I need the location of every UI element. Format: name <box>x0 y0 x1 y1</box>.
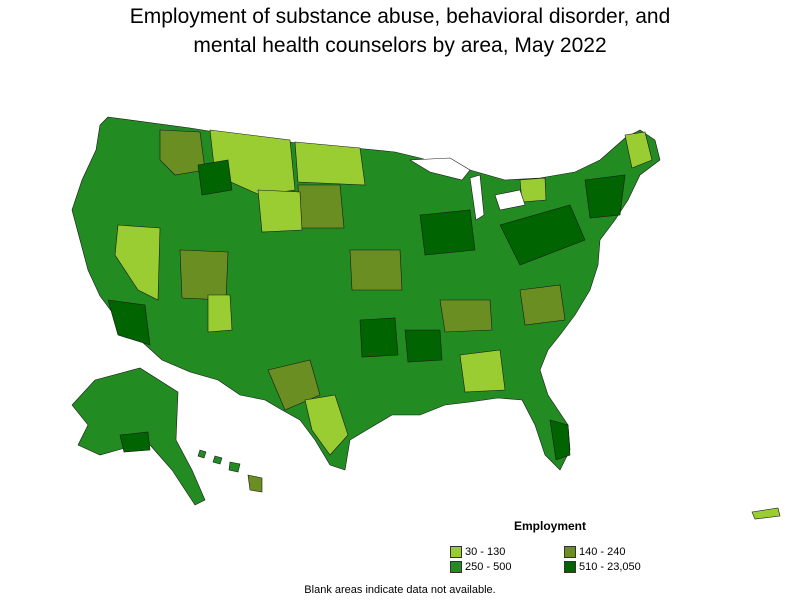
light-area <box>624 131 653 169</box>
puerto-rico-region <box>751 507 781 520</box>
light-area <box>519 177 547 203</box>
legend-swatch <box>450 561 462 573</box>
alaska-dark-area <box>119 431 151 453</box>
hawaii-island <box>247 474 263 493</box>
great-lakes <box>408 157 526 221</box>
legend-item-140-240: 140 - 240 <box>564 546 625 558</box>
us-map <box>0 100 800 530</box>
dark-area <box>107 299 151 346</box>
dark-area <box>584 174 626 219</box>
mid-tone-area <box>179 249 229 301</box>
legend-title: Employment <box>514 519 587 533</box>
legend-label: 30 - 130 <box>465 546 506 558</box>
legend-swatch <box>564 546 576 558</box>
legend-item-30-130: 30 - 130 <box>450 546 505 558</box>
dark-area <box>359 317 399 358</box>
dark-area <box>419 209 476 256</box>
mid-tone-area <box>159 129 206 176</box>
map-title: Employment of substance abuse, behaviora… <box>0 2 800 60</box>
hawaii-island <box>212 455 223 465</box>
map-title-line-1: Employment of substance abuse, behaviora… <box>129 5 671 28</box>
mid-tone-area <box>519 284 566 326</box>
light-area <box>257 189 303 233</box>
dark-area <box>404 329 443 363</box>
dark-area <box>197 159 233 196</box>
legend-label: 510 - 23,050 <box>579 561 641 573</box>
map-title-line-2: mental health counselors by area, May 20… <box>193 34 607 57</box>
light-area <box>459 349 506 393</box>
hawaii-island <box>228 461 241 473</box>
mid-tone-area <box>267 359 321 411</box>
legend-item-250-500: 250 - 500 <box>450 561 511 573</box>
hawaii-island <box>197 449 207 459</box>
footnote: Blank areas indicate data not available. <box>304 584 496 596</box>
mid-tone-area <box>297 184 345 229</box>
mid-tone-area <box>349 249 403 291</box>
mid-tone-area <box>439 299 493 333</box>
legend-swatch <box>564 561 576 573</box>
legend-swatch <box>450 546 462 558</box>
light-area <box>304 394 349 456</box>
light-area <box>207 294 233 333</box>
dark-area <box>499 204 586 266</box>
legend-item-510-23050: 510 - 23,050 <box>564 561 641 573</box>
legend-label: 140 - 240 <box>579 546 626 558</box>
dark-area <box>549 419 571 461</box>
light-area <box>114 224 161 301</box>
light-area <box>294 141 366 186</box>
legend-label: 250 - 500 <box>465 561 512 573</box>
